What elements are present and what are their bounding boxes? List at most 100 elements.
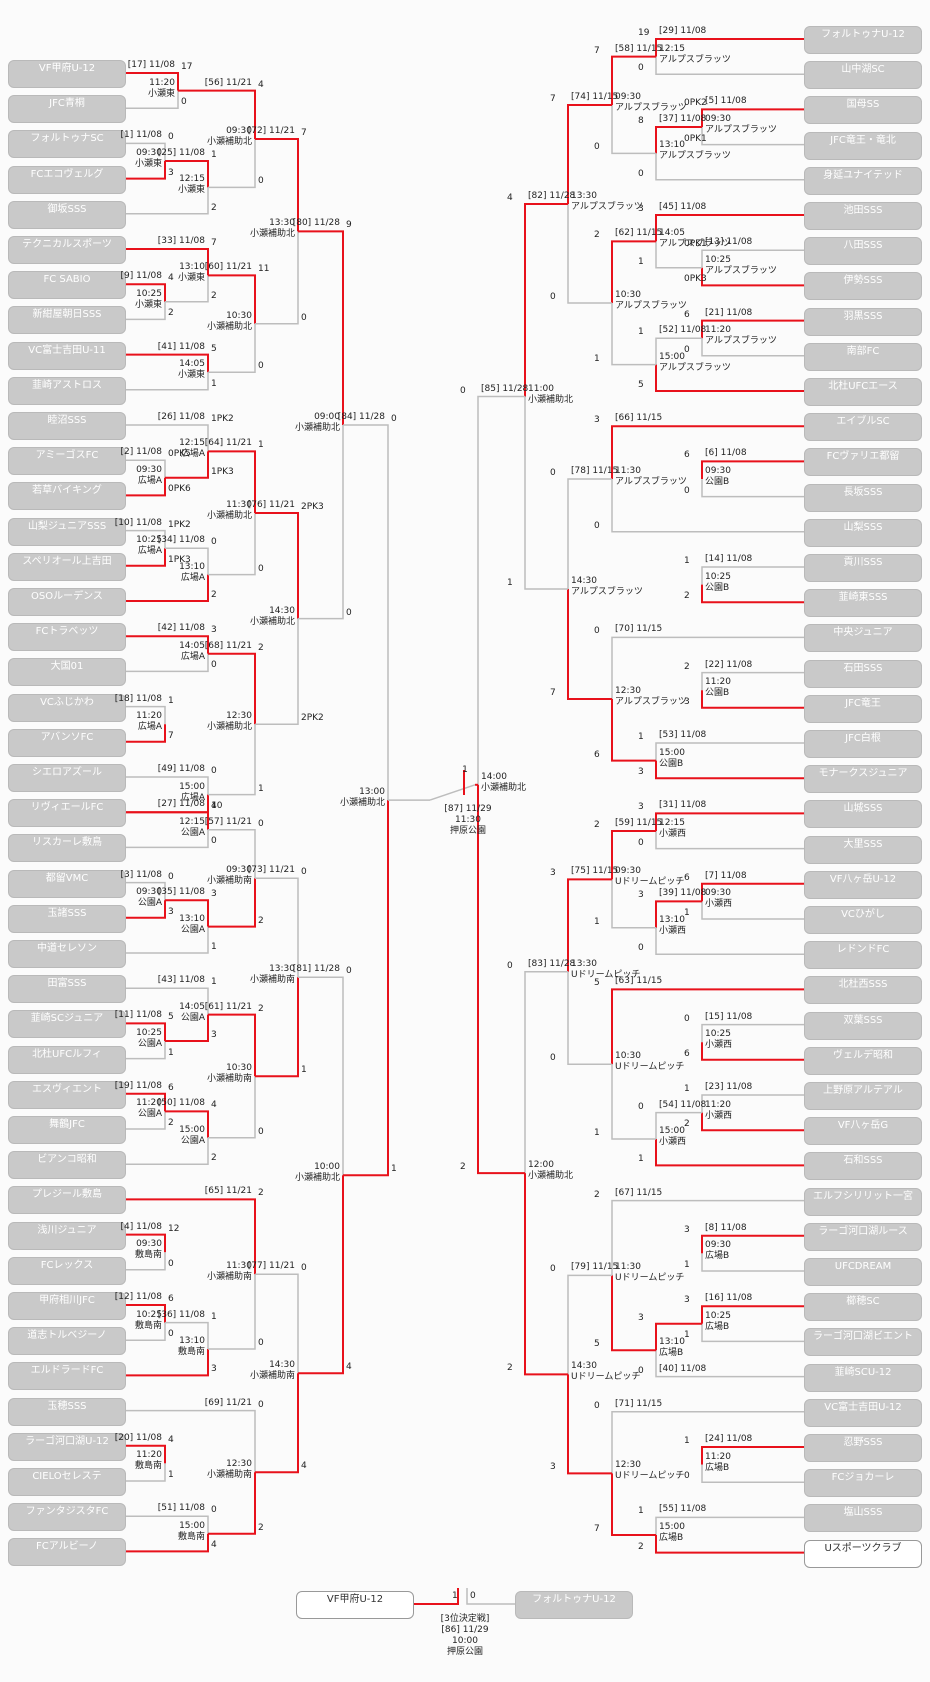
- match-time: 10:25: [136, 1309, 162, 1320]
- loser-line: [611, 105, 656, 155]
- match-venue: 小瀬補助南: [249, 975, 295, 986]
- match-time: 14:00: [481, 771, 507, 782]
- score-top: 6: [168, 1294, 174, 1304]
- team-box: 山城SSS: [804, 800, 922, 829]
- match-time: 10:25: [705, 571, 731, 582]
- match-venue: 小瀬東: [177, 273, 205, 284]
- winner-line: [126, 548, 166, 567]
- score-top: 0: [638, 1365, 644, 1376]
- score-top: 0: [211, 766, 217, 776]
- match-time: 13:10: [179, 1336, 205, 1346]
- score-bottom: 1: [211, 942, 217, 952]
- match-venue: 小瀬西: [705, 899, 733, 910]
- score-top: 0: [168, 132, 174, 143]
- loser-line: [126, 301, 166, 321]
- match-venue: 広場A: [180, 449, 205, 460]
- match-label: [66] 11/15: [615, 413, 663, 424]
- match-label: [18] 11/08: [114, 693, 162, 704]
- match-time: 12:00: [528, 1160, 554, 1171]
- score-bottom: 4: [211, 1540, 217, 1551]
- match-label: [36] 11/08: [157, 1309, 205, 1320]
- loser-line: [126, 705, 166, 725]
- team-box: 塩山SSS: [804, 1504, 922, 1533]
- loser-line: [701, 1253, 804, 1272]
- team-box: 玉諸SSS: [8, 904, 126, 933]
- score-bottom: 1: [638, 1154, 644, 1165]
- match-venue: 公園B: [705, 477, 730, 487]
- match-label: [13] 11/08: [705, 237, 753, 248]
- loser-line: [701, 1323, 804, 1343]
- score-top: 1: [638, 732, 644, 742]
- loser-line: [701, 1023, 804, 1043]
- match-venue: 公園A: [180, 1135, 205, 1146]
- score-top: 3: [684, 1295, 690, 1306]
- winner-line: [208, 1013, 256, 1077]
- match-label: [40] 11/08: [659, 1363, 707, 1374]
- match-venue: 小瀬補助北: [528, 1171, 574, 1182]
- match-label: [8] 11/08: [705, 1222, 747, 1233]
- match-time: 13:10: [659, 914, 685, 925]
- match-venue: 小瀬補助北: [206, 722, 252, 733]
- match-label: [60] 11/21: [204, 262, 252, 273]
- winner-line: [611, 240, 656, 303]
- team-box: FCジョカーレ: [804, 1469, 922, 1498]
- match-time: 13:30: [571, 191, 597, 201]
- match-label: [5] 11/08: [705, 96, 747, 107]
- match-time: 11:20: [705, 325, 731, 336]
- match-venue: 小瀬補助北: [206, 137, 252, 147]
- loser-line: [165, 275, 209, 303]
- match-venue: アルプスブラッツ: [659, 362, 731, 373]
- match-label: [70] 11/15: [615, 624, 663, 635]
- match-label: [15] 11/08: [705, 1011, 753, 1022]
- match-time: 09:30: [705, 466, 731, 476]
- match-time: 13:10: [659, 1337, 685, 1348]
- winner-line: [126, 900, 166, 919]
- score-top: 0: [301, 867, 307, 878]
- winner-line: [611, 988, 804, 1065]
- score-top: 0PK1: [684, 239, 707, 250]
- team-box: スペリオール上吉田: [8, 552, 126, 581]
- match-label: [21] 11/08: [705, 307, 753, 318]
- score-bottom: 1: [211, 378, 217, 389]
- score-bottom: 3: [684, 696, 690, 707]
- team-box: アバンソFC: [8, 728, 126, 757]
- score-bottom: 1: [168, 1047, 174, 1058]
- winner-line: [524, 203, 568, 397]
- winner-line: [126, 248, 209, 276]
- winner-line: [414, 1588, 459, 1605]
- match-label: [22] 11/08: [705, 659, 753, 670]
- match-label: [72] 11/21: [247, 126, 295, 136]
- score-top: 1: [258, 440, 264, 451]
- match-time: 11:30: [615, 1262, 641, 1273]
- score-bottom: 2: [258, 915, 264, 926]
- team-box: JFC白根: [804, 730, 922, 758]
- team-box: 伊勢SSS: [804, 272, 922, 301]
- loser-line: [655, 1111, 702, 1139]
- match-time: 14:05: [179, 640, 205, 651]
- winner-line: [701, 267, 804, 287]
- team-box: VC富士吉田U-11: [8, 341, 126, 370]
- match-label: [34] 11/08: [157, 535, 205, 546]
- score-bottom: 0: [684, 1471, 690, 1482]
- score-bottom: 0PK3: [684, 274, 707, 285]
- score-bottom: 0: [258, 1338, 264, 1348]
- match-venue: 小瀬補助北: [528, 394, 574, 405]
- match-time: 09:30: [226, 865, 252, 876]
- match-venue: 小瀬西: [659, 1137, 687, 1147]
- score-bottom: 0: [638, 63, 644, 74]
- loser-line: [701, 1094, 804, 1113]
- match-time: 12:15: [659, 43, 685, 54]
- score-top: 2: [684, 661, 690, 672]
- match-label: [54] 11/08: [659, 1099, 707, 1110]
- winner-line: [655, 1535, 804, 1554]
- match-time: 13:30: [269, 218, 295, 229]
- score-top: 0: [594, 1400, 600, 1411]
- match-time: 11:20: [136, 711, 162, 722]
- loser-line: [701, 671, 804, 691]
- match-time: 15:00: [659, 1126, 685, 1136]
- loser-line: [255, 231, 299, 325]
- match-venue: 広場A: [137, 722, 162, 733]
- team-box: 新紺屋朝日SSS: [8, 306, 126, 335]
- score-bottom: 0: [258, 361, 264, 372]
- match-venue: 小瀬東: [134, 299, 162, 310]
